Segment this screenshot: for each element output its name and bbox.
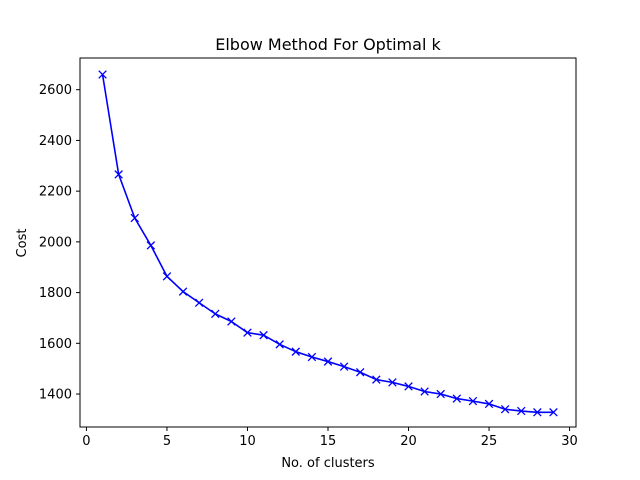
series-layer bbox=[98, 70, 558, 417]
data-point-marker bbox=[178, 287, 188, 296]
data-point-marker bbox=[227, 317, 236, 326]
data-point-marker bbox=[355, 367, 365, 377]
marker-stroke bbox=[194, 298, 204, 307]
y-tick-label: 2200 bbox=[39, 185, 72, 200]
marker-stroke bbox=[339, 362, 349, 371]
y-tick-label: 1600 bbox=[39, 337, 72, 352]
marker-stroke bbox=[291, 347, 301, 356]
marker-stroke bbox=[549, 408, 558, 417]
data-point-marker bbox=[114, 170, 123, 179]
data-point-marker bbox=[259, 330, 268, 340]
data-point-marker bbox=[211, 309, 220, 319]
chart-title: Elbow Method For Optimal k bbox=[215, 35, 441, 54]
marker-stroke bbox=[516, 406, 526, 416]
x-tick-label: 30 bbox=[561, 434, 578, 449]
marker-stroke bbox=[404, 382, 413, 391]
data-point-marker bbox=[516, 406, 526, 416]
data-point-marker bbox=[468, 396, 478, 406]
x-tick-label: 25 bbox=[481, 434, 498, 449]
plot-area-frame bbox=[79, 57, 577, 428]
data-point-marker bbox=[146, 241, 156, 250]
marker-stroke bbox=[452, 394, 462, 403]
marker-stroke bbox=[372, 375, 381, 384]
marker-stroke bbox=[468, 396, 478, 406]
marker-stroke bbox=[146, 241, 156, 250]
marker-stroke bbox=[533, 408, 542, 417]
data-point-marker bbox=[323, 357, 333, 366]
marker-stroke bbox=[323, 357, 333, 366]
data-point-marker bbox=[130, 213, 140, 223]
data-point-marker bbox=[291, 347, 301, 356]
marker-stroke bbox=[500, 404, 510, 414]
marker-stroke bbox=[307, 352, 317, 362]
data-point-marker bbox=[194, 298, 204, 307]
y-tick-label: 1400 bbox=[39, 388, 72, 403]
marker-stroke bbox=[130, 213, 140, 223]
data-point-marker bbox=[243, 328, 252, 337]
x-tick-label: 5 bbox=[163, 434, 171, 449]
marker-stroke bbox=[162, 272, 172, 281]
marker-stroke bbox=[243, 328, 252, 337]
y-tick-label: 1800 bbox=[39, 286, 72, 301]
marker-stroke bbox=[275, 340, 284, 349]
data-point-marker bbox=[307, 352, 317, 362]
data-point-marker bbox=[339, 362, 349, 371]
data-point-marker bbox=[452, 394, 462, 403]
marker-stroke bbox=[114, 170, 123, 179]
data-point-marker bbox=[388, 378, 397, 387]
data-point-marker bbox=[549, 408, 558, 417]
marker-stroke bbox=[388, 378, 397, 387]
marker-stroke bbox=[259, 330, 268, 340]
data-point-marker bbox=[436, 389, 445, 399]
data-point-marker bbox=[533, 408, 542, 417]
y-tick-label: 2600 bbox=[39, 83, 72, 98]
marker-stroke bbox=[420, 387, 429, 396]
marker-stroke bbox=[355, 367, 365, 377]
data-point-marker bbox=[372, 375, 381, 384]
data-point-marker bbox=[275, 340, 284, 349]
y-axis-label: Cost bbox=[15, 229, 30, 258]
x-axis: 0 5 10 15 20 25 30 bbox=[82, 427, 578, 449]
data-point-marker bbox=[98, 70, 107, 79]
data-point-marker bbox=[484, 399, 494, 409]
data-point-marker bbox=[420, 387, 429, 396]
marker-stroke bbox=[178, 287, 188, 296]
marker-stroke bbox=[98, 70, 107, 79]
data-point-marker bbox=[500, 404, 510, 414]
x-tick-label: 10 bbox=[239, 434, 256, 449]
data-point-marker bbox=[404, 382, 413, 391]
marker-stroke bbox=[211, 309, 220, 319]
x-axis-label: No. of clusters bbox=[281, 456, 375, 471]
marker-stroke bbox=[227, 317, 236, 326]
marker-stroke bbox=[484, 399, 494, 409]
marker-stroke bbox=[436, 389, 445, 399]
x-tick-label: 20 bbox=[400, 434, 417, 449]
x-tick-label: 0 bbox=[82, 434, 90, 449]
y-tick-label: 2000 bbox=[39, 235, 72, 250]
y-tick-label: 2400 bbox=[39, 134, 72, 149]
data-point-marker bbox=[162, 272, 172, 281]
y-axis: 1400 1600 1800 2000 2200 2400 2600 bbox=[39, 83, 80, 403]
x-tick-label: 15 bbox=[320, 434, 337, 449]
